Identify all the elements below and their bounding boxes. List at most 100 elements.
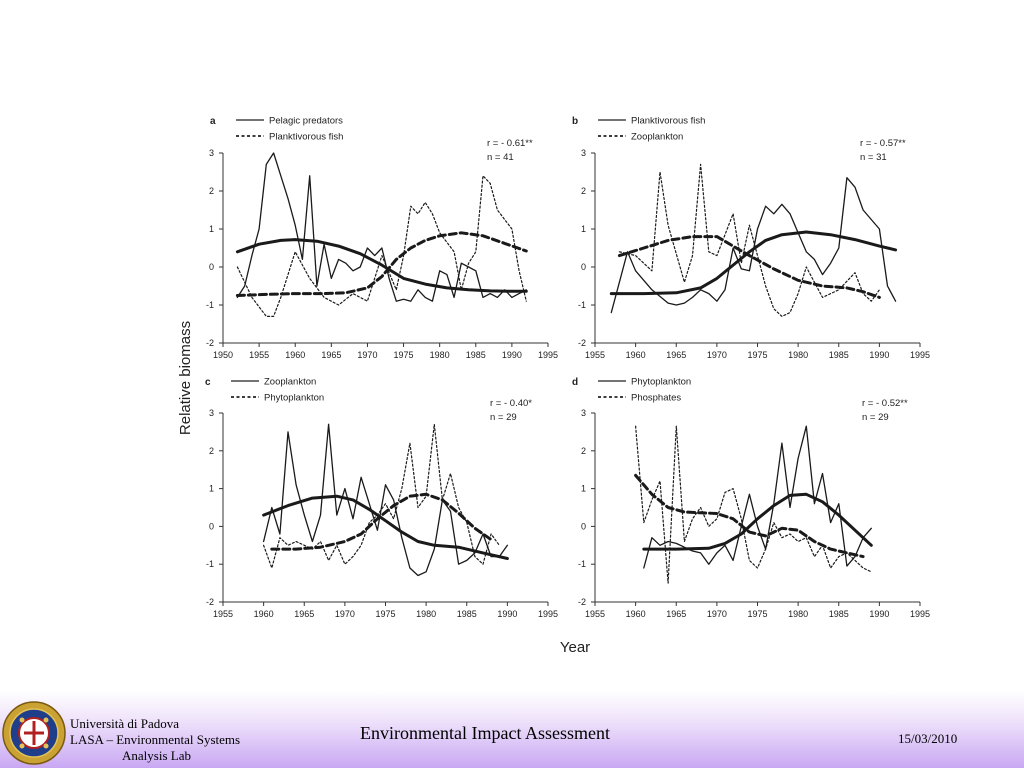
x-tick-label: 1965 [321, 350, 341, 360]
y-tick-label: 3 [209, 408, 214, 418]
series-line-zooplankton [618, 163, 881, 317]
university-name: Università di Padova [70, 716, 180, 731]
x-tick-label: 1975 [394, 350, 414, 360]
y-tick-label: 3 [581, 408, 586, 418]
stat-n: n = 29 [490, 412, 517, 423]
panel-a: -2 -1 0 1 2 3 1950 1955 1960 1965 1970 1975 1980 1985… [206, 116, 558, 361]
x-tick-label: 1970 [335, 609, 355, 619]
panel-letter: d [572, 377, 578, 388]
y-tick-label: -1 [206, 559, 214, 569]
panel-letter: c [205, 377, 211, 388]
x-tick-label: 1980 [430, 350, 450, 360]
x-tick-label: 1990 [869, 609, 889, 619]
series-line-planktivorous-fish [610, 177, 897, 314]
series-line-planktivorous-fish [236, 175, 527, 317]
y-tick-label: -2 [206, 338, 214, 348]
panel-c: -2 -1 0 1 2 3 1955 1960 1965 1970 1975 1980 1985 1990… [205, 377, 558, 620]
x-tick-label: 1965 [666, 609, 686, 619]
x-tick-label: 1955 [213, 609, 233, 619]
figure: Relative biomass Year -2 -1 0 1 2 3 1950 1955 19… [177, 116, 930, 657]
x-tick-label: 1955 [585, 350, 605, 360]
x-axis-label: Year [560, 639, 590, 656]
stat-r: r = - 0.57** [860, 138, 906, 149]
panel-b: -2 -1 0 1 2 3 1955 1960 1965 1970 1975 1980 1985 1990… [572, 116, 930, 361]
legend-label: Phytoplankton [264, 393, 324, 404]
y-tick-label: 3 [209, 148, 214, 158]
x-tick-label: 1985 [829, 350, 849, 360]
y-tick-label: -2 [578, 338, 586, 348]
y-tick-label: -1 [578, 300, 586, 310]
y-tick-label: -2 [206, 597, 214, 607]
series-line-zooplankton [262, 423, 509, 577]
y-tick-label: 0 [209, 521, 214, 531]
series-line-pelagic-predators [236, 152, 527, 302]
panel-letter: a [210, 116, 216, 127]
series-line-trend-dashed [634, 473, 865, 559]
x-tick-label: 1995 [538, 350, 558, 360]
x-tick-label: 1960 [285, 350, 305, 360]
x-tick-label: 1995 [910, 350, 930, 360]
lab-name-line2: Analysis Lab [122, 748, 191, 763]
stat-n: n = 29 [862, 412, 889, 423]
university-seal-icon [2, 701, 66, 765]
x-tick-label: 1960 [626, 609, 646, 619]
stat-r: r = - 0.52** [862, 398, 908, 409]
y-tick-label: -1 [206, 300, 214, 310]
y-tick-label: 2 [581, 446, 586, 456]
x-tick-label: 1985 [829, 609, 849, 619]
x-tick-label: 1985 [466, 350, 486, 360]
legend-label: Planktivorous fish [269, 132, 343, 143]
y-axis-label: Relative biomass [177, 321, 194, 435]
x-tick-label: 1950 [213, 350, 233, 360]
x-tick-label: 1995 [538, 609, 558, 619]
x-tick-label: 1955 [585, 609, 605, 619]
university-info: Università di Padova LASA – Environmenta… [70, 716, 240, 764]
slide-date: 15/03/2010 [898, 731, 958, 746]
series-line-phosphates [634, 425, 872, 584]
x-tick-label: 1975 [375, 609, 395, 619]
y-tick-label: 1 [209, 224, 214, 234]
x-tick-label: 1980 [416, 609, 436, 619]
series-line-trend-dashed [270, 492, 493, 551]
x-tick-label: 1965 [666, 350, 686, 360]
x-tick-label: 1990 [497, 609, 517, 619]
panel-d: -2 -1 0 1 2 3 1955 1960 1965 1970 1975 1980 1985 1990… [572, 377, 930, 620]
x-tick-label: 1995 [910, 609, 930, 619]
series-line-phytoplankton [643, 425, 872, 569]
y-tick-label: 1 [581, 224, 586, 234]
y-tick-label: 1 [581, 484, 586, 494]
y-tick-label: 2 [581, 186, 586, 196]
y-tick-label: 0 [581, 521, 586, 531]
panel-letter: b [572, 116, 578, 127]
x-tick-label: 1970 [707, 350, 727, 360]
stat-n: n = 41 [487, 152, 514, 163]
y-tick-label: -2 [578, 597, 586, 607]
x-tick-label: 1960 [254, 609, 274, 619]
stat-r: r = - 0.61** [487, 138, 533, 149]
x-tick-label: 1980 [788, 350, 808, 360]
legend-label: Zooplankton [631, 132, 683, 143]
x-tick-label: 1975 [747, 609, 767, 619]
y-tick-label: -1 [578, 559, 586, 569]
legend-label: Phytoplankton [631, 377, 691, 388]
legend-label: Phosphates [631, 393, 681, 404]
y-tick-label: 1 [209, 484, 214, 494]
series-line-trend-solid [262, 494, 509, 560]
x-tick-label: 1970 [707, 609, 727, 619]
series-line-trend-dashed [617, 235, 881, 299]
legend-label: Planktivorous fish [631, 116, 705, 127]
x-tick-label: 1985 [457, 609, 477, 619]
x-tick-label: 1960 [626, 350, 646, 360]
legend-label: Pelagic predators [269, 116, 343, 127]
legend-label: Zooplankton [264, 377, 316, 388]
series-line-trend-dashed [235, 231, 528, 297]
y-tick-label: 0 [209, 262, 214, 272]
x-tick-label: 1965 [294, 609, 314, 619]
series-line-trend-solid [609, 230, 898, 296]
x-tick-label: 1990 [502, 350, 522, 360]
slide-footer-title: Environmental Impact Assessment [360, 723, 610, 743]
y-tick-label: 2 [209, 446, 214, 456]
y-tick-label: 3 [581, 148, 586, 158]
x-tick-label: 1955 [249, 350, 269, 360]
x-tick-label: 1970 [357, 350, 377, 360]
